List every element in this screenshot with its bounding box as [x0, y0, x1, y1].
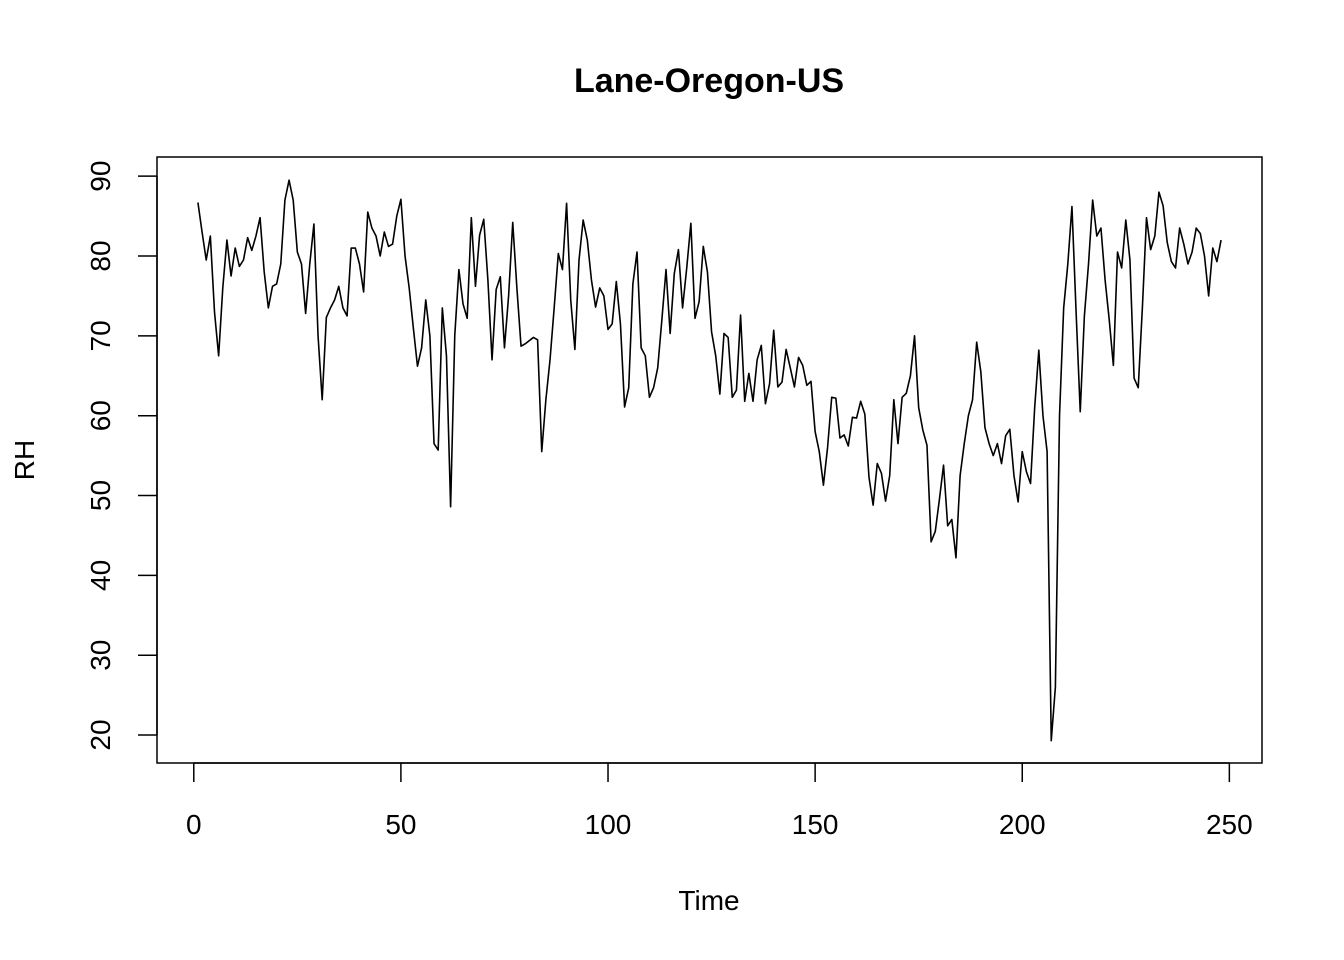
y-tick-label: 20 — [85, 719, 116, 750]
x-tick-label: 0 — [186, 809, 202, 840]
y-tick-label: 70 — [85, 320, 116, 351]
y-tick-label: 40 — [85, 560, 116, 591]
x-axis-label: Time — [678, 885, 739, 916]
data-line — [197, 179, 1222, 742]
y-tick-label: 80 — [85, 240, 116, 271]
plot-frame — [156, 156, 1263, 764]
x-tick-label: 100 — [585, 809, 632, 840]
y-tick-label: 60 — [85, 400, 116, 431]
x-tick-label: 50 — [385, 809, 416, 840]
x-tick-label: 150 — [792, 809, 839, 840]
chart-title: Lane-Oregon-US — [574, 62, 844, 100]
x-tick-label: 200 — [999, 809, 1046, 840]
y-axis-label: RH — [9, 440, 40, 480]
y-tick-label: 50 — [85, 480, 116, 511]
y-tick-label: 90 — [85, 161, 116, 192]
x-tick-label: 250 — [1206, 809, 1253, 840]
y-tick-label: 30 — [85, 640, 116, 671]
